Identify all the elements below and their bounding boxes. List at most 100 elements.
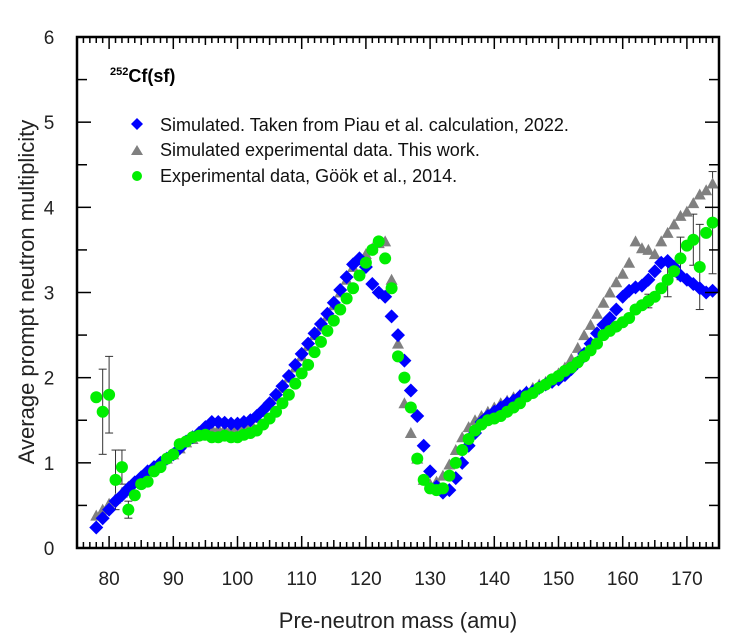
- data-point-diamond: [294, 346, 309, 361]
- y-axis-label: Average prompt neutron multiplicity: [14, 120, 39, 464]
- axis-ticks: 80 90 100 110 120 130 140 150 160 170 0 1 2 3 4 5 6: [44, 28, 720, 590]
- data-point-circle: [661, 273, 674, 286]
- data-point-triangle: [392, 337, 404, 349]
- data-point-circle: [706, 216, 719, 229]
- data-point-circle: [449, 456, 462, 469]
- data-point-diamond: [384, 309, 399, 324]
- data-point-diamond: [391, 328, 405, 343]
- data-point-diamond: [416, 438, 431, 453]
- y-tick-label: 4: [44, 198, 55, 219]
- data-point-triangle: [623, 256, 636, 268]
- y-tick-label: 2: [44, 369, 55, 390]
- data-point-circle: [668, 265, 681, 278]
- y-tick-label: 1: [44, 454, 55, 475]
- data-point-diamond: [647, 264, 662, 279]
- data-point-circle: [321, 324, 334, 337]
- data-point-triangle: [642, 243, 655, 255]
- data-point-diamond: [705, 283, 720, 298]
- legend-label-piau: Simulated. Taken from Piau et al. calcul…: [160, 115, 569, 135]
- x-tick-label: 120: [350, 569, 382, 590]
- y-tick-label: 6: [44, 28, 55, 49]
- data-point-triangle: [661, 226, 674, 238]
- data-point-circle: [122, 503, 135, 516]
- data-point-triangle: [385, 273, 398, 285]
- data-point-triangle: [655, 235, 668, 247]
- data-point-circle: [128, 489, 141, 502]
- data-point-circle: [404, 401, 417, 414]
- data-point-diamond: [403, 383, 418, 398]
- data-point-circle: [366, 243, 379, 256]
- data-point-diamond: [654, 255, 669, 270]
- data-point-triangle: [700, 184, 713, 196]
- annotation-superscript: 252: [110, 66, 128, 78]
- data-point-circle: [623, 312, 636, 325]
- data-point-circle: [372, 235, 385, 248]
- data-point-circle: [270, 405, 283, 418]
- data-point-circle: [109, 473, 122, 486]
- x-tick-label: 90: [163, 569, 184, 590]
- data-point-circle: [359, 256, 372, 269]
- data-point-circle: [693, 260, 706, 273]
- data-point-diamond: [102, 502, 117, 517]
- x-tick-label: 150: [543, 569, 575, 590]
- data-point-triangle: [706, 177, 719, 189]
- x-tick-label: 160: [607, 569, 639, 590]
- x-tick-label: 140: [478, 569, 510, 590]
- data-point-circle: [141, 475, 154, 488]
- data-point-circle: [308, 346, 321, 359]
- data-point-circle: [314, 335, 327, 348]
- data-point-circle: [334, 303, 347, 316]
- data-point-diamond: [339, 270, 354, 285]
- legend: Simulated. Taken from Piau et al. calcul…: [131, 115, 569, 186]
- annotation-text: Cf(sf): [128, 66, 175, 86]
- data-point-triangle: [648, 248, 661, 260]
- data-point-triangle: [597, 296, 610, 308]
- data-point-circle: [103, 388, 116, 401]
- data-point-triangle: [584, 318, 597, 330]
- data-point-circle: [289, 377, 302, 390]
- data-marks: [89, 171, 720, 535]
- data-point-circle: [295, 367, 308, 380]
- data-point-diamond: [89, 520, 104, 535]
- x-tick-label: 110: [287, 569, 317, 590]
- data-point-circle: [417, 473, 430, 486]
- data-point-circle: [443, 469, 456, 482]
- data-point-circle: [687, 233, 700, 246]
- data-point-circle: [655, 282, 668, 295]
- legend-marker-circle: [132, 171, 142, 181]
- data-point-circle: [700, 226, 713, 239]
- y-tick-label: 5: [44, 113, 55, 134]
- legend-label-this-work: Simulated experimental data. This work.: [160, 140, 480, 160]
- x-tick-label: 170: [671, 569, 703, 590]
- data-point-circle: [327, 314, 340, 327]
- data-point-circle: [282, 388, 295, 401]
- data-point-diamond: [609, 302, 624, 317]
- legend-marker-diamond: [131, 118, 143, 130]
- data-point-circle: [167, 448, 180, 461]
- data-point-triangle: [616, 267, 629, 279]
- data-point-triangle: [680, 205, 693, 217]
- data-point-circle: [385, 282, 398, 295]
- data-point-triangle: [591, 307, 604, 319]
- data-point-circle: [379, 252, 392, 265]
- y-tick-label: 0: [44, 539, 55, 560]
- x-tick-label: 130: [414, 569, 446, 590]
- legend-marker-triangle: [131, 145, 143, 155]
- data-point-triangle: [603, 286, 616, 298]
- data-point-triangle: [578, 329, 591, 341]
- data-point-triangle: [629, 235, 642, 247]
- data-point-circle: [398, 371, 411, 384]
- x-axis-label: Pre-neutron mass (amu): [279, 608, 517, 633]
- data-point-triangle: [674, 209, 687, 221]
- data-point-triangle: [571, 341, 584, 353]
- data-point-circle: [115, 461, 128, 474]
- data-point-circle: [411, 452, 424, 465]
- reaction-annotation: 252Cf(sf): [110, 66, 175, 86]
- legend-label-gook: Experimental data, Göök et al., 2014.: [160, 166, 457, 186]
- data-point-diamond: [641, 272, 656, 287]
- data-point-circle: [340, 292, 353, 305]
- data-point-circle: [347, 282, 360, 295]
- data-point-circle: [674, 252, 687, 265]
- data-point-triangle: [610, 276, 623, 288]
